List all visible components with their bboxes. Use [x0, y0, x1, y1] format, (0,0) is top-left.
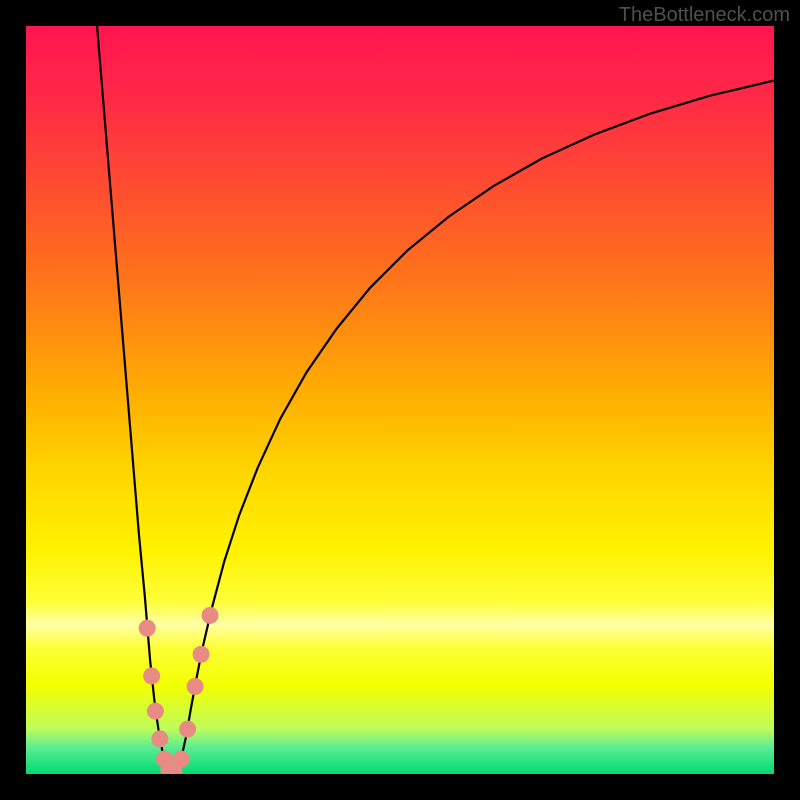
attribution-text: TheBottleneck.com [619, 4, 790, 27]
chart-svg [26, 26, 774, 774]
data-marker [193, 646, 210, 663]
plot-area [26, 26, 774, 774]
data-marker [151, 730, 168, 747]
data-marker [179, 721, 196, 738]
data-marker [172, 751, 189, 768]
data-marker [202, 607, 219, 624]
data-marker [139, 620, 156, 637]
data-marker [187, 678, 204, 695]
data-marker [143, 668, 160, 685]
data-marker [147, 703, 164, 720]
gradient-background [26, 26, 774, 774]
chart-container: TheBottleneck.com [0, 0, 800, 800]
